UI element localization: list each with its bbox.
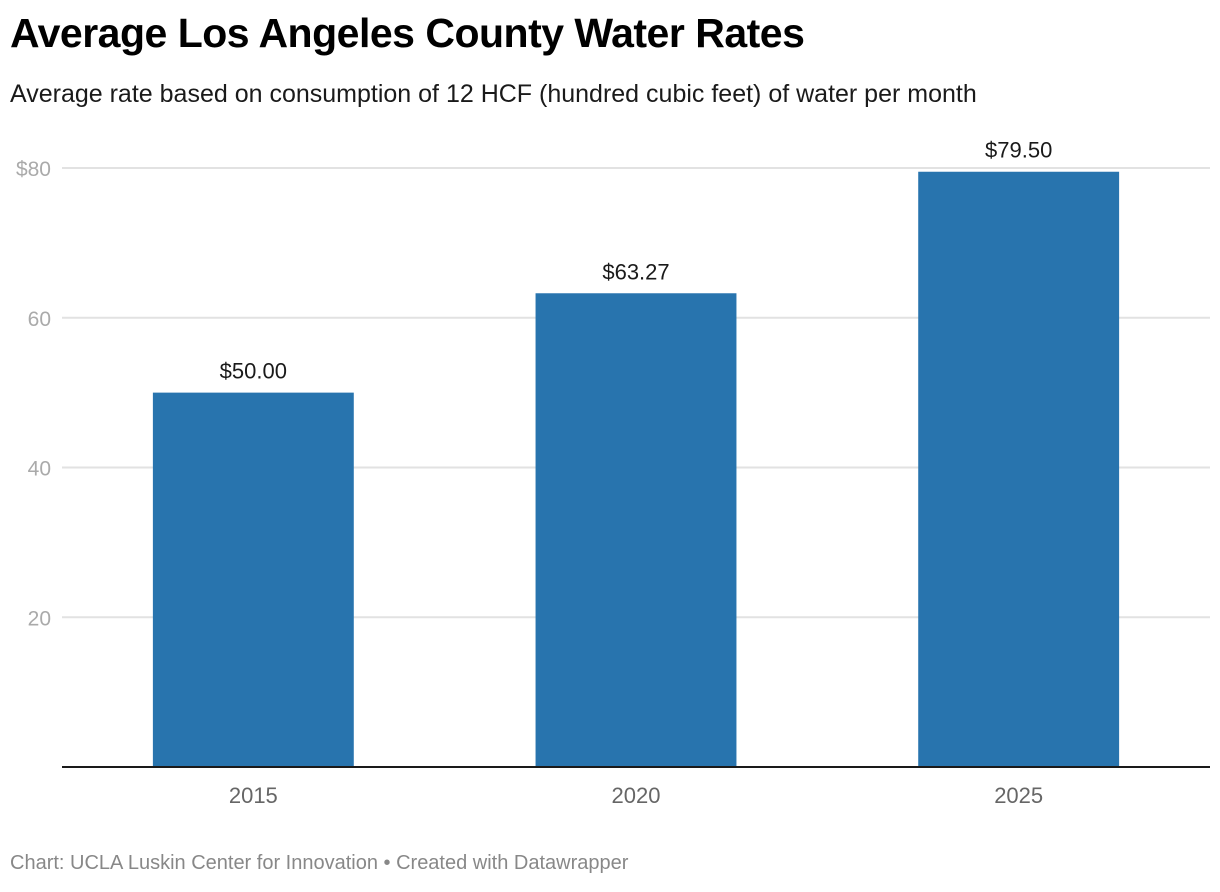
y-tick-label: 20 xyxy=(28,607,51,630)
chart-title: Average Los Angeles County Water Rates xyxy=(10,10,805,56)
x-tick-label: 2025 xyxy=(994,783,1043,808)
bar-2025 xyxy=(918,171,1120,767)
bar-2020 xyxy=(535,293,737,767)
bars xyxy=(152,171,1120,767)
chart-subtitle: Average rate based on consumption of 12 … xyxy=(10,80,977,108)
x-tick-label: 2015 xyxy=(229,783,278,808)
chart-source-footer: Chart: UCLA Luskin Center for Innovation… xyxy=(10,852,629,874)
y-tick-label: 60 xyxy=(28,308,51,331)
bar-2015 xyxy=(152,392,354,767)
value-label: $63.27 xyxy=(602,259,669,284)
x-axis-ticks: 2015 2020 2025 xyxy=(229,783,1043,808)
y-tick-label: $80 xyxy=(16,158,51,181)
y-tick-label: 40 xyxy=(28,458,51,481)
value-labels: $50.00 $63.27 $79.50 xyxy=(220,138,1053,384)
value-label: $79.50 xyxy=(985,138,1052,163)
y-axis-ticks: 20 40 60 $80 xyxy=(16,158,51,630)
value-label: $50.00 xyxy=(220,359,287,384)
x-tick-label: 2020 xyxy=(612,783,661,808)
